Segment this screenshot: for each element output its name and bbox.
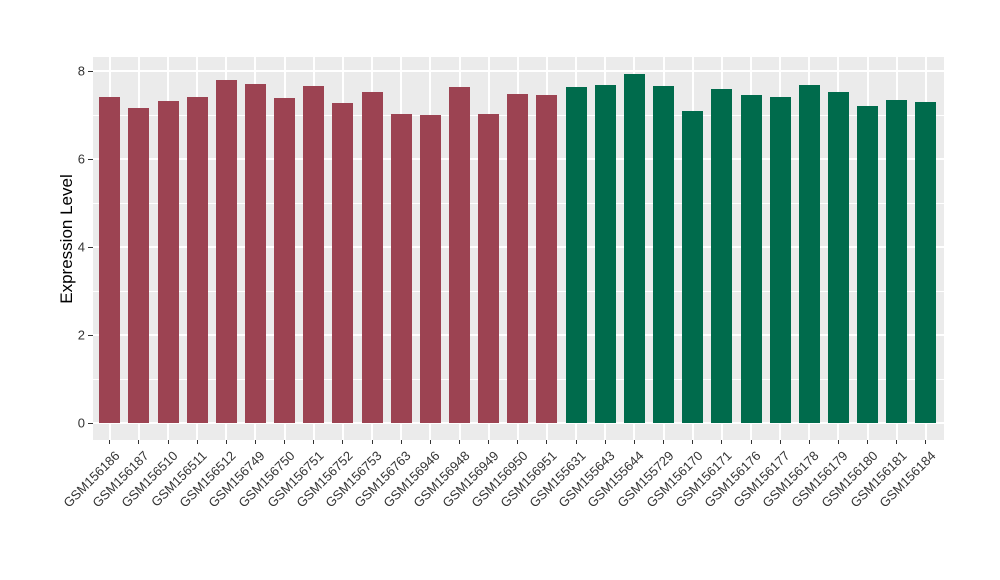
x-tick-mark [896, 440, 898, 444]
x-tick-mark [604, 440, 606, 444]
x-tick-mark [167, 440, 169, 444]
x-tick-mark [196, 440, 198, 444]
y-tick-mark [88, 334, 93, 336]
bar-GSM156180 [857, 106, 879, 423]
x-tick-mark [313, 440, 315, 444]
x-tick-mark [517, 440, 519, 444]
bar-GSM156511 [186, 96, 208, 423]
bar-GSM156187 [128, 108, 150, 423]
bar-GSM156948 [449, 86, 470, 423]
bar-GSM155643 [594, 85, 616, 423]
y-tick-label: 0 [77, 415, 85, 431]
x-tick-mark [925, 440, 927, 444]
bar-GSM156179 [827, 92, 849, 423]
x-tick-mark [867, 440, 869, 444]
bar-GSM156946 [419, 115, 441, 423]
x-tick-mark [371, 440, 373, 444]
bar-GSM156178 [798, 85, 820, 423]
bar-GSM156184 [915, 101, 937, 423]
bar-GSM156177 [769, 96, 791, 423]
x-tick-mark [459, 440, 460, 444]
bar-GSM155644 [623, 73, 645, 423]
x-tick-mark [342, 440, 344, 444]
bar-GSM155729 [653, 86, 675, 423]
bar-GSM156510 [157, 100, 179, 423]
x-tick-mark [721, 440, 723, 444]
bar-GSM156176 [740, 95, 762, 423]
bar-GSM156750 [274, 98, 296, 423]
x-tick-mark [400, 440, 402, 444]
x-tick-mark [254, 440, 256, 444]
bar-GSM156752 [332, 103, 354, 423]
y-tick-label: 2 [77, 327, 85, 343]
x-tick-mark [837, 440, 839, 444]
x-tick-mark [692, 440, 694, 444]
y-tick-mark [88, 422, 93, 424]
bar-GSM156749 [244, 84, 266, 423]
bar-GSM156181 [886, 99, 908, 423]
x-tick-mark [575, 440, 577, 444]
bar-GSM156186 [99, 97, 121, 423]
bar-GSM156751 [303, 85, 325, 423]
y-tick-label: 6 [77, 151, 85, 167]
x-tick-mark [663, 440, 665, 444]
x-tick-mark [750, 440, 752, 444]
y-tick-label: 4 [77, 239, 85, 255]
y-tick-mark [88, 246, 93, 248]
x-tick-mark [808, 440, 810, 444]
bar-GSM156753 [361, 91, 383, 423]
x-tick-mark [284, 440, 286, 444]
plot-panel [93, 57, 944, 440]
y-tick-mark [88, 158, 93, 160]
bar-GSM156171 [711, 89, 733, 423]
y-tick-mark [88, 70, 93, 72]
bar-GSM156950 [507, 94, 529, 423]
x-tick-mark [429, 440, 431, 444]
x-tick-mark [138, 440, 140, 444]
x-tick-mark [225, 440, 227, 444]
x-tick-mark [488, 440, 490, 444]
bar-GSM156512 [215, 79, 237, 423]
bar-GSM156170 [682, 111, 704, 423]
x-tick-mark [779, 440, 781, 444]
bar-GSM156949 [478, 113, 500, 423]
y-axis-title: Expression Level [57, 173, 76, 304]
bar-GSM156951 [536, 94, 558, 423]
bar-GSM155631 [565, 86, 587, 423]
y-tick-label: 8 [77, 63, 85, 79]
x-tick-mark [633, 440, 635, 444]
x-tick-mark [109, 440, 111, 444]
x-tick-mark [546, 440, 548, 444]
bar-GSM156763 [390, 114, 412, 423]
